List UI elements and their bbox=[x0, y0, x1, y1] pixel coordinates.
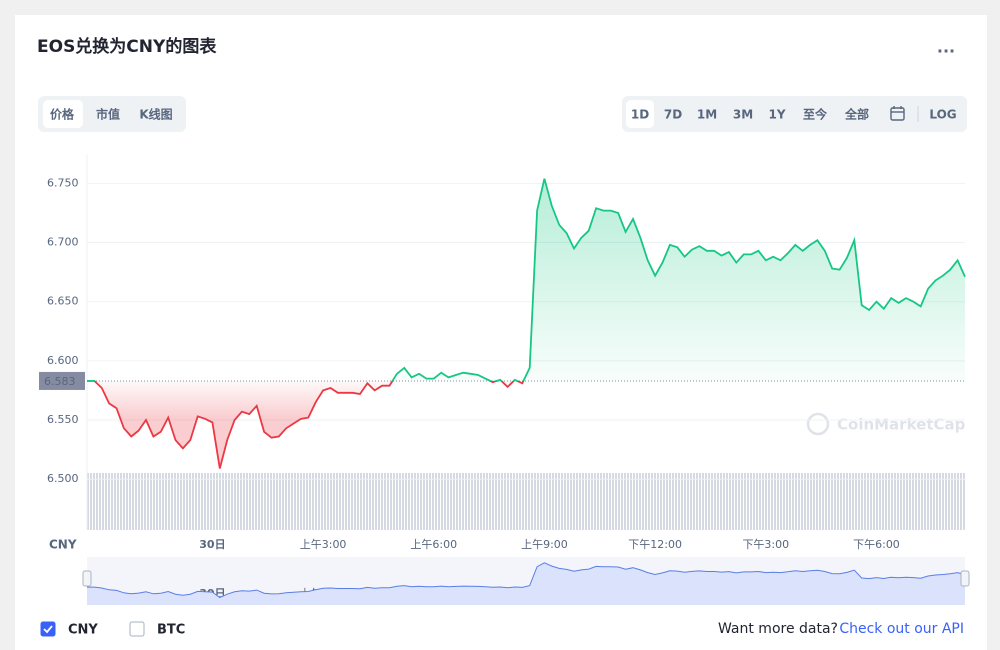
volume-bars bbox=[87, 473, 965, 530]
x-tick-label: 30日 bbox=[199, 538, 225, 551]
currency-label: CNY bbox=[49, 538, 77, 552]
price-area bbox=[87, 178, 965, 469]
range-button[interactable]: 1D bbox=[631, 108, 649, 122]
watermark-text: CoinMarketCap bbox=[837, 416, 966, 434]
y-tick-label: 6.700 bbox=[47, 236, 79, 249]
x-tick-label: 上午6:00 bbox=[410, 538, 457, 551]
navigator-area bbox=[87, 562, 965, 605]
navigator-handle[interactable] bbox=[960, 570, 970, 587]
x-tick-label: 上午3:00 bbox=[300, 538, 347, 551]
chart-title: EOS兑换为CNY的图表 bbox=[37, 36, 217, 57]
log-button[interactable]: LOG bbox=[929, 108, 956, 122]
navigator-line bbox=[87, 562, 966, 599]
range-button[interactable]: 1Y bbox=[768, 108, 785, 122]
baseline-label-bg bbox=[39, 371, 85, 390]
prompt: Want more data? bbox=[718, 621, 838, 637]
checkbox[interactable] bbox=[129, 621, 145, 637]
range-button[interactable]: 3M bbox=[733, 108, 753, 122]
checkbox[interactable] bbox=[40, 621, 56, 637]
checkmark bbox=[43, 625, 53, 634]
checkbox-label: CNY bbox=[68, 623, 98, 638]
price-line bbox=[87, 178, 966, 469]
checkbox-label: BTC bbox=[157, 623, 185, 638]
y-tick-label: 6.500 bbox=[47, 472, 79, 485]
tab[interactable]: K线图 bbox=[139, 107, 172, 122]
x-tick-label: 下午12:00 bbox=[628, 538, 682, 551]
baseline-label: 6.583 bbox=[44, 375, 76, 388]
navigator-handle[interactable] bbox=[82, 570, 92, 587]
tab[interactable]: 市值 bbox=[96, 107, 120, 122]
range-button[interactable]: 1M bbox=[697, 108, 717, 122]
x-tick-label: 上午9:00 bbox=[521, 538, 568, 551]
calendar-icon[interactable] bbox=[890, 106, 905, 121]
range-button[interactable]: 至今 bbox=[803, 107, 828, 122]
range-button[interactable]: 全部 bbox=[844, 107, 869, 122]
y-tick-label: 6.600 bbox=[47, 354, 79, 367]
range-group bbox=[622, 96, 967, 132]
more-menu[interactable]: ... bbox=[937, 38, 955, 57]
tab[interactable]: 价格 bbox=[50, 107, 75, 122]
y-tick-label: 6.550 bbox=[47, 413, 79, 426]
y-tick-label: 6.650 bbox=[47, 295, 79, 308]
range-active-bg bbox=[626, 100, 654, 128]
link[interactable]: Check out our API bbox=[839, 621, 964, 637]
x-tick-label: 下午3:00 bbox=[742, 538, 789, 551]
tab-active-bg bbox=[43, 100, 83, 128]
x-tick-label: 下午6:00 bbox=[853, 538, 900, 551]
y-tick-label: 6.750 bbox=[47, 176, 79, 189]
range-button[interactable]: 7D bbox=[664, 108, 682, 122]
